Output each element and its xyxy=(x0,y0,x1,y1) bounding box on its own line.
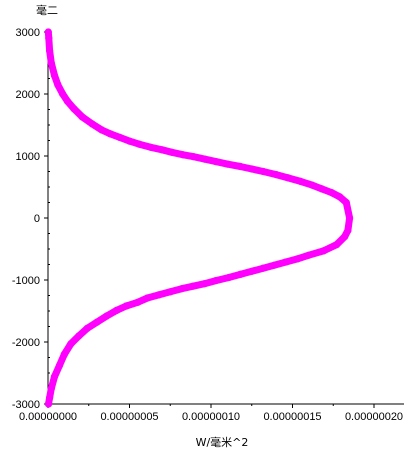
data-point xyxy=(344,226,352,234)
data-point xyxy=(75,332,83,340)
x-tick-label: 0.00000010 xyxy=(182,411,240,423)
y-tick-label: 3000 xyxy=(16,27,40,39)
data-point xyxy=(248,267,256,275)
data-point xyxy=(189,282,197,290)
data-point xyxy=(47,59,55,67)
data-point xyxy=(44,28,52,36)
data-point xyxy=(272,171,280,179)
data-point xyxy=(88,120,96,128)
data-point xyxy=(143,294,151,302)
data-point xyxy=(168,148,176,156)
y-tick-label: 2000 xyxy=(16,89,40,101)
data-point xyxy=(47,384,55,393)
data-point xyxy=(70,105,78,113)
y-tick-label: -2000 xyxy=(12,337,40,349)
series-line xyxy=(44,28,354,408)
data-point xyxy=(158,146,166,154)
data-point xyxy=(54,81,62,89)
data-point xyxy=(318,185,326,193)
data-point xyxy=(200,155,209,163)
data-point xyxy=(346,214,354,222)
data-point xyxy=(225,273,233,282)
data-point xyxy=(116,133,124,141)
series-layer xyxy=(44,28,354,408)
data-point xyxy=(166,288,174,296)
data-point xyxy=(78,113,86,121)
data-point xyxy=(297,177,305,185)
x-tick-label: 0.00000005 xyxy=(100,411,158,423)
data-point xyxy=(55,362,64,370)
data-point xyxy=(259,167,267,176)
data-point xyxy=(147,143,155,151)
data-point xyxy=(336,193,344,201)
data-point xyxy=(305,251,313,259)
data-point xyxy=(122,302,130,310)
data-point xyxy=(341,233,349,241)
data-point xyxy=(212,277,220,285)
data-point xyxy=(67,340,75,348)
data-point xyxy=(155,291,163,299)
data-point xyxy=(236,162,244,171)
y-tick-label: -1000 xyxy=(12,275,40,287)
data-point xyxy=(45,34,53,42)
x-axis-title: W/毫米^2 xyxy=(196,435,249,449)
x-tick-label: 0.00000015 xyxy=(263,411,321,423)
data-point xyxy=(293,255,301,263)
x-tick-label: 0.00000000 xyxy=(19,411,77,423)
data-point xyxy=(103,312,111,320)
data-point xyxy=(98,126,106,134)
y-tick-label: 0 xyxy=(34,213,40,225)
data-point xyxy=(284,174,292,182)
data-point xyxy=(46,47,54,55)
data-point xyxy=(236,270,244,278)
data-point xyxy=(59,90,67,98)
data-point xyxy=(44,400,53,408)
data-point xyxy=(179,151,187,159)
y-tick-label: 1000 xyxy=(16,151,40,163)
data-point xyxy=(319,247,328,255)
y-axis-title: 毫二 xyxy=(36,3,58,17)
data-point xyxy=(50,71,59,79)
data-point xyxy=(342,198,350,207)
data-point xyxy=(134,298,142,306)
data-point xyxy=(112,306,121,314)
data-point xyxy=(328,189,336,197)
data-point xyxy=(308,181,316,189)
data-point xyxy=(259,264,267,272)
data-point xyxy=(83,324,91,332)
x-axis: 0.00000000 0.00000005 0.00000010 0.00000015… xyxy=(19,403,404,423)
data-point xyxy=(223,160,231,168)
data-point xyxy=(189,153,197,161)
data-point xyxy=(125,137,134,145)
data-point xyxy=(50,373,59,381)
data-point xyxy=(135,140,143,148)
x-tick-label: 0.00000020 xyxy=(345,411,403,423)
data-point xyxy=(332,241,341,249)
data-point xyxy=(93,318,101,326)
data-point xyxy=(200,280,209,288)
data-point xyxy=(106,130,114,138)
y-tick-label: -3000 xyxy=(12,399,40,411)
data-point xyxy=(46,394,54,402)
data-point xyxy=(212,158,220,166)
data-point xyxy=(60,350,68,358)
data-point xyxy=(282,258,290,266)
data-point xyxy=(248,165,256,173)
data-point xyxy=(64,97,72,105)
y-axis: -3000 -2000 -1000 0 1000 2000 3000 xyxy=(12,27,50,411)
data-point xyxy=(271,261,279,269)
data-point xyxy=(178,285,186,293)
